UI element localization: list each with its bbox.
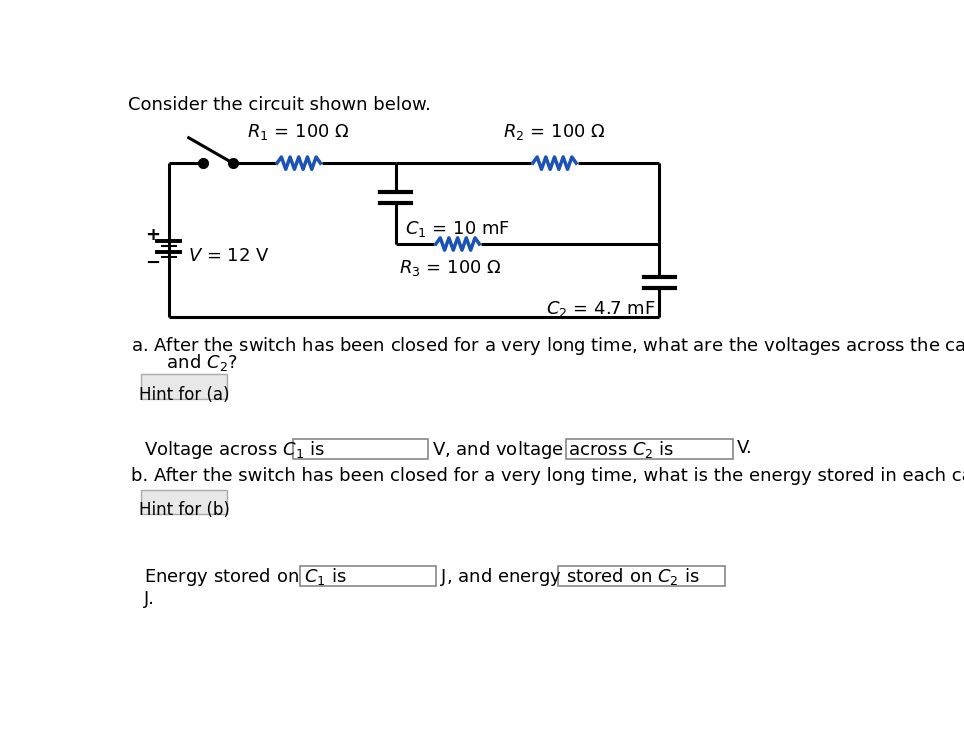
Text: $C_1$ = 10 mF: $C_1$ = 10 mF: [405, 219, 510, 239]
Text: $R_1$ = 100 Ω: $R_1$ = 100 Ω: [248, 122, 350, 142]
Text: $V$ = 12 V: $V$ = 12 V: [188, 247, 270, 265]
Text: −: −: [146, 254, 161, 272]
Text: V.: V.: [736, 439, 752, 457]
Text: Hint for (b): Hint for (b): [139, 501, 229, 519]
Text: $C_2$ = 4.7 mF: $C_2$ = 4.7 mF: [546, 299, 656, 320]
Bar: [301, 566, 436, 586]
Text: J, and energy stored on $C_2$ is: J, and energy stored on $C_2$ is: [440, 566, 699, 588]
FancyBboxPatch shape: [142, 374, 228, 399]
Text: $R_3$ = 100 Ω: $R_3$ = 100 Ω: [398, 258, 501, 278]
Text: $R_2$ = 100 Ω: $R_2$ = 100 Ω: [503, 122, 605, 142]
Text: Voltage across $C_1$ is: Voltage across $C_1$ is: [144, 439, 325, 460]
Text: a. After the switch has been closed for a very long time, what are the voltages : a. After the switch has been closed for …: [131, 334, 964, 357]
Text: Energy stored on $C_1$ is: Energy stored on $C_1$ is: [144, 566, 346, 588]
Bar: [292, 439, 428, 459]
FancyBboxPatch shape: [142, 490, 228, 514]
Text: +: +: [146, 226, 161, 244]
Bar: [566, 439, 733, 459]
Text: b. After the switch has been closed for a very long time, what is the energy sto: b. After the switch has been closed for …: [131, 467, 964, 485]
Text: Hint for (a): Hint for (a): [139, 386, 229, 404]
Text: Consider the circuit shown below.: Consider the circuit shown below.: [128, 96, 431, 114]
Text: and $C_2$?: and $C_2$?: [144, 352, 237, 373]
Text: J.: J.: [144, 590, 155, 608]
Bar: [558, 566, 725, 586]
Text: V, and voltage across $C_2$ is: V, and voltage across $C_2$ is: [432, 439, 675, 460]
